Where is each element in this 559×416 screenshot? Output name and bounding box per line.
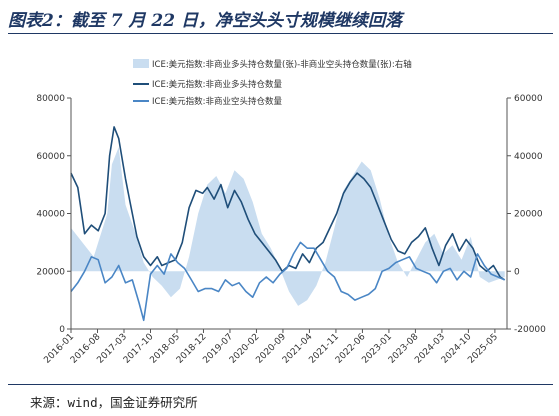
legend-swatch-net (133, 59, 149, 68)
footer-divider (8, 384, 553, 385)
chart-title: 图表2：截至 7 月 22 日，净空头头寸规模继续回落 (8, 11, 402, 31)
right-tick-label: -20000 (514, 325, 546, 335)
legend-label-net: ICE:美元指数:非商业多头持仓数量(张)-非商业空头持仓数量(张):右轴 (152, 59, 412, 70)
area-layer (71, 147, 505, 306)
left-tick-label: 60000 (36, 152, 65, 162)
title-divider (8, 33, 553, 34)
left-tick-label: 0 (59, 325, 65, 335)
series-area-net-position (71, 147, 505, 306)
left-tick-label: 20000 (36, 267, 65, 277)
legend-label-short: ICE:美元指数:非商业空头持仓数量 (152, 96, 283, 107)
left-tick-label: 40000 (36, 210, 65, 220)
legend: ICE:美元指数:非商业多头持仓数量(张)-非商业空头持仓数量(张):右轴 IC… (133, 59, 412, 107)
right-tick-label: 60000 (514, 94, 543, 104)
chart-svg: ICE:美元指数:非商业多头持仓数量(张)-非商业空头持仓数量(张):右轴 IC… (36, 59, 546, 366)
legend-label-long: ICE:美元指数:非商业多头持仓数量 (152, 79, 283, 90)
line-layer (70, 126, 506, 322)
right-tick-label: 20000 (514, 210, 543, 220)
source-note: 来源：wind，国金证券研究所 (30, 395, 198, 410)
right-tick-label: 40000 (514, 152, 543, 162)
left-tick-label: 80000 (36, 94, 65, 104)
series-line-short-positions (70, 241, 506, 322)
right-tick-label: 0 (514, 267, 520, 277)
